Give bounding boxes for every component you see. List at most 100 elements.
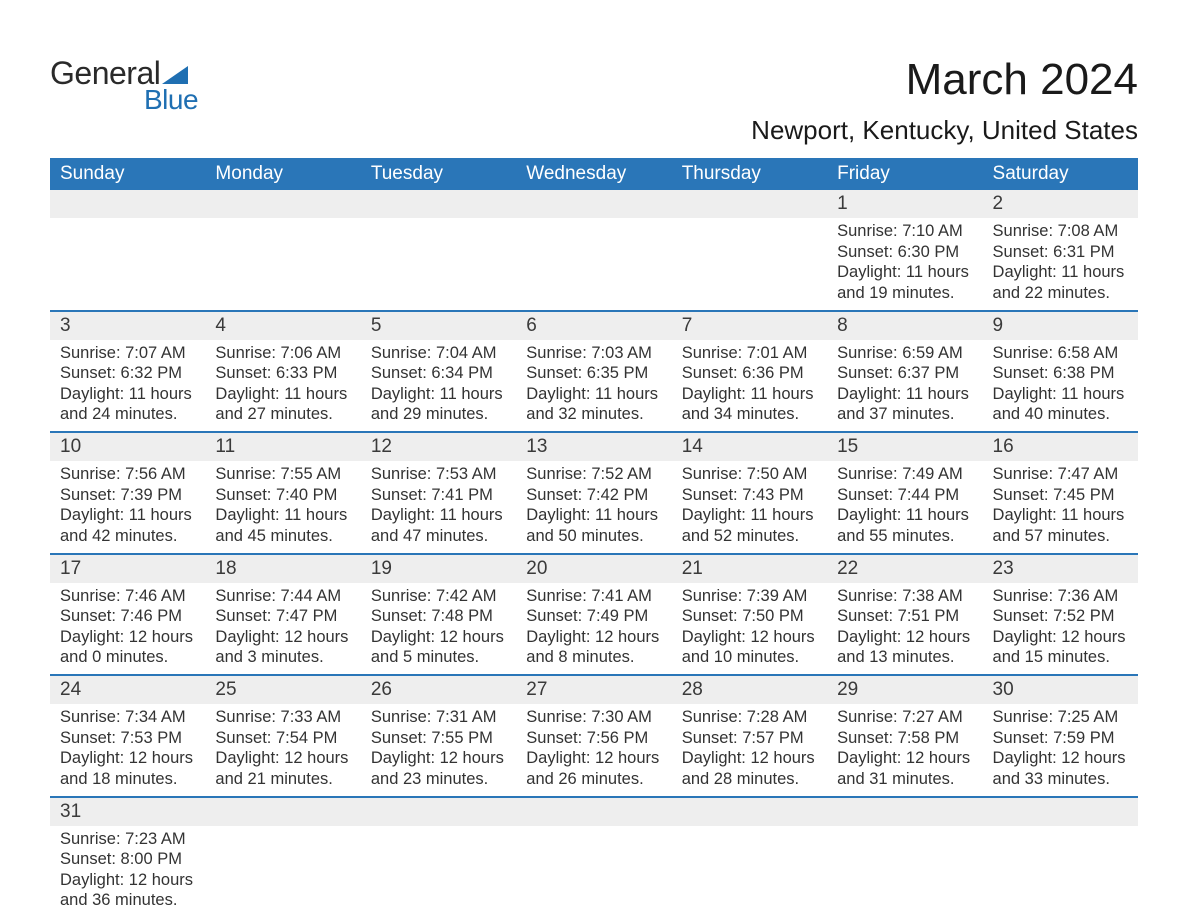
day-detail: Sunrise: 7:39 AMSunset: 7:50 PMDaylight:… — [672, 583, 827, 675]
day-detail — [516, 218, 671, 288]
daylight2-text: and 31 minutes. — [837, 769, 972, 790]
day-number: 12 — [361, 433, 516, 461]
day-number-cell — [983, 797, 1138, 826]
sunrise-text: Sunrise: 7:06 AM — [215, 343, 350, 364]
daylight1-text: Daylight: 11 hours — [526, 384, 661, 405]
day-number-cell — [361, 797, 516, 826]
day-number-cell: 25 — [205, 675, 360, 704]
day-detail-cell: Sunrise: 7:33 AMSunset: 7:54 PMDaylight:… — [205, 704, 360, 797]
daylight1-text: Daylight: 12 hours — [60, 748, 195, 769]
logo-text-blue: Blue — [144, 84, 198, 116]
day-number-cell: 3 — [50, 311, 205, 340]
sunrise-text: Sunrise: 7:04 AM — [371, 343, 506, 364]
daylight2-text: and 18 minutes. — [60, 769, 195, 790]
daylight1-text: Daylight: 12 hours — [371, 748, 506, 769]
day-number-cell: 31 — [50, 797, 205, 826]
sunrise-text: Sunrise: 7:38 AM — [837, 586, 972, 607]
day-number: 6 — [516, 312, 671, 340]
day-detail-cell: Sunrise: 7:25 AMSunset: 7:59 PMDaylight:… — [983, 704, 1138, 797]
day-detail: Sunrise: 7:27 AMSunset: 7:58 PMDaylight:… — [827, 704, 982, 796]
day-number: 25 — [205, 676, 360, 704]
sunset-text: Sunset: 7:45 PM — [993, 485, 1128, 506]
day-detail-cell: Sunrise: 7:28 AMSunset: 7:57 PMDaylight:… — [672, 704, 827, 797]
day-number-cell: 10 — [50, 432, 205, 461]
daylight2-text: and 52 minutes. — [682, 526, 817, 547]
day-number: 10 — [50, 433, 205, 461]
weekday-header: Thursday — [672, 158, 827, 190]
daylight2-text: and 57 minutes. — [993, 526, 1128, 547]
sunset-text: Sunset: 7:47 PM — [215, 606, 350, 627]
sunrise-text: Sunrise: 7:07 AM — [60, 343, 195, 364]
day-number-cell: 19 — [361, 554, 516, 583]
day-detail: Sunrise: 7:30 AMSunset: 7:56 PMDaylight:… — [516, 704, 671, 796]
day-number: 24 — [50, 676, 205, 704]
day-detail-cell: Sunrise: 7:38 AMSunset: 7:51 PMDaylight:… — [827, 583, 982, 676]
daylight2-text: and 21 minutes. — [215, 769, 350, 790]
day-detail — [827, 826, 982, 906]
daylight2-text: and 47 minutes. — [371, 526, 506, 547]
daylight2-text: and 37 minutes. — [837, 404, 972, 425]
day-detail-cell: Sunrise: 7:55 AMSunset: 7:40 PMDaylight:… — [205, 461, 360, 554]
day-number: 21 — [672, 555, 827, 583]
sunset-text: Sunset: 7:44 PM — [837, 485, 972, 506]
day-detail: Sunrise: 7:44 AMSunset: 7:47 PMDaylight:… — [205, 583, 360, 675]
sunrise-text: Sunrise: 7:46 AM — [60, 586, 195, 607]
daylight2-text: and 33 minutes. — [993, 769, 1128, 790]
day-number: 2 — [983, 190, 1138, 218]
sunrise-text: Sunrise: 7:28 AM — [682, 707, 817, 728]
day-detail-cell: Sunrise: 7:52 AMSunset: 7:42 PMDaylight:… — [516, 461, 671, 554]
day-detail-cell: Sunrise: 7:10 AMSunset: 6:30 PMDaylight:… — [827, 218, 982, 311]
sunrise-text: Sunrise: 7:39 AM — [682, 586, 817, 607]
day-detail-cell: Sunrise: 7:36 AMSunset: 7:52 PMDaylight:… — [983, 583, 1138, 676]
day-detail-cell: Sunrise: 7:06 AMSunset: 6:33 PMDaylight:… — [205, 340, 360, 433]
day-detail-cell: Sunrise: 6:58 AMSunset: 6:38 PMDaylight:… — [983, 340, 1138, 433]
daylight1-text: Daylight: 12 hours — [215, 627, 350, 648]
day-detail-cell: Sunrise: 7:07 AMSunset: 6:32 PMDaylight:… — [50, 340, 205, 433]
day-detail: Sunrise: 7:07 AMSunset: 6:32 PMDaylight:… — [50, 340, 205, 432]
day-detail-row: Sunrise: 7:34 AMSunset: 7:53 PMDaylight:… — [50, 704, 1138, 797]
daylight2-text: and 50 minutes. — [526, 526, 661, 547]
sunrise-text: Sunrise: 7:55 AM — [215, 464, 350, 485]
day-detail-cell: Sunrise: 7:41 AMSunset: 7:49 PMDaylight:… — [516, 583, 671, 676]
sunset-text: Sunset: 6:33 PM — [215, 363, 350, 384]
daylight2-text: and 34 minutes. — [682, 404, 817, 425]
daylight1-text: Daylight: 11 hours — [526, 505, 661, 526]
sunset-text: Sunset: 7:51 PM — [837, 606, 972, 627]
day-number: 9 — [983, 312, 1138, 340]
daylight2-text: and 22 minutes. — [993, 283, 1128, 304]
day-detail: Sunrise: 7:04 AMSunset: 6:34 PMDaylight:… — [361, 340, 516, 432]
daylight2-text: and 27 minutes. — [215, 404, 350, 425]
sunrise-text: Sunrise: 7:50 AM — [682, 464, 817, 485]
day-number: 14 — [672, 433, 827, 461]
day-number-cell: 12 — [361, 432, 516, 461]
calendar-table: Sunday Monday Tuesday Wednesday Thursday… — [50, 158, 1138, 917]
day-number-cell: 22 — [827, 554, 982, 583]
day-number-cell: 27 — [516, 675, 671, 704]
daylight1-text: Daylight: 11 hours — [682, 384, 817, 405]
sunrise-text: Sunrise: 7:27 AM — [837, 707, 972, 728]
day-detail — [516, 826, 671, 906]
day-detail-cell: Sunrise: 7:27 AMSunset: 7:58 PMDaylight:… — [827, 704, 982, 797]
day-detail-cell — [672, 826, 827, 918]
daylight1-text: Daylight: 12 hours — [215, 748, 350, 769]
daylight1-text: Daylight: 11 hours — [60, 505, 195, 526]
sunrise-text: Sunrise: 7:41 AM — [526, 586, 661, 607]
sunrise-text: Sunrise: 7:53 AM — [371, 464, 506, 485]
day-detail: Sunrise: 6:59 AMSunset: 6:37 PMDaylight:… — [827, 340, 982, 432]
day-detail: Sunrise: 7:25 AMSunset: 7:59 PMDaylight:… — [983, 704, 1138, 796]
weekday-header: Monday — [205, 158, 360, 190]
day-number-cell — [361, 190, 516, 218]
day-number-cell: 4 — [205, 311, 360, 340]
daylight1-text: Daylight: 12 hours — [60, 870, 195, 891]
day-number-row: 12 — [50, 190, 1138, 218]
day-detail: Sunrise: 7:53 AMSunset: 7:41 PMDaylight:… — [361, 461, 516, 553]
sunrise-text: Sunrise: 7:47 AM — [993, 464, 1128, 485]
daylight2-text: and 3 minutes. — [215, 647, 350, 668]
daylight2-text: and 5 minutes. — [371, 647, 506, 668]
logo-triangle-icon — [162, 66, 188, 84]
daylight2-text: and 26 minutes. — [526, 769, 661, 790]
day-number-cell: 21 — [672, 554, 827, 583]
day-detail-row: Sunrise: 7:10 AMSunset: 6:30 PMDaylight:… — [50, 218, 1138, 311]
day-number: 8 — [827, 312, 982, 340]
daylight1-text: Daylight: 11 hours — [215, 384, 350, 405]
